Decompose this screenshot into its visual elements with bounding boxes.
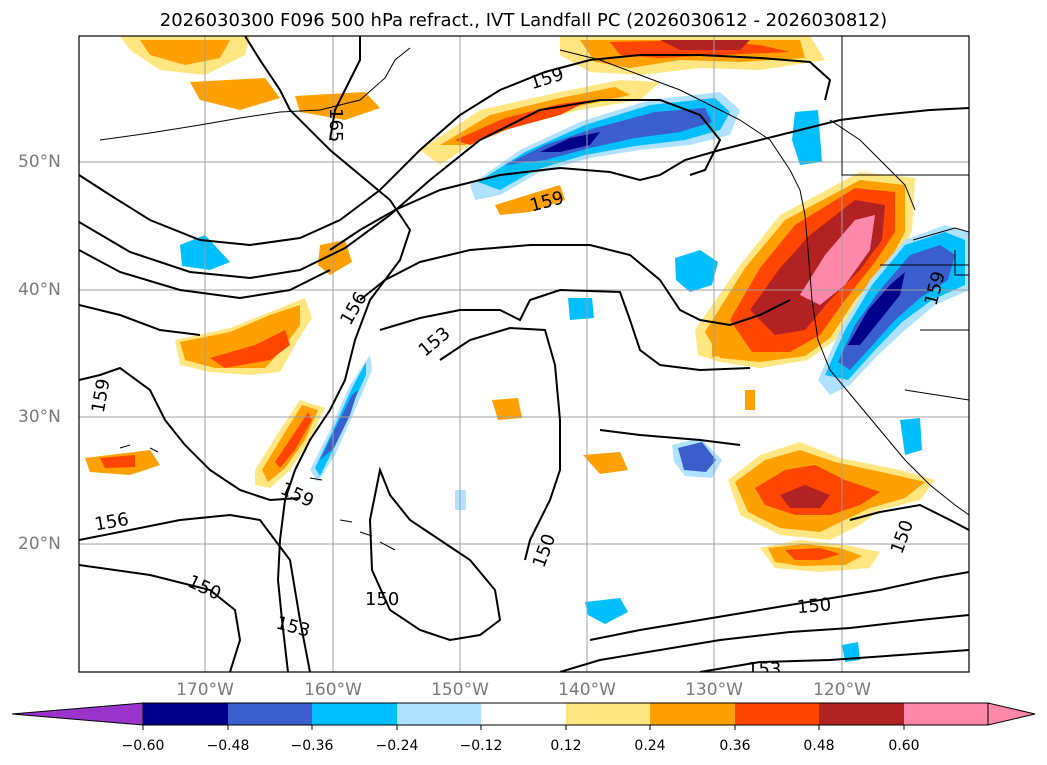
colorbar-tick-label: −0.12	[459, 738, 503, 754]
colorbar-max-extend	[987, 702, 1036, 726]
contour-label: 150	[529, 531, 560, 570]
colorbar-tick-label: 0.60	[888, 738, 920, 754]
colorbar-segment	[650, 703, 735, 725]
coastlines	[99, 36, 969, 551]
colorbar-tick-label: 0.24	[634, 738, 666, 754]
contour-label: 150	[365, 589, 399, 610]
lat-label: 20°N	[18, 534, 61, 554]
colorbar-tick-label: −0.24	[375, 738, 419, 754]
colorbar-tick-label: −0.36	[290, 738, 334, 754]
contour-label: 159	[528, 187, 567, 216]
contour-label: 159	[88, 377, 115, 414]
colorbar-segment	[228, 703, 312, 725]
colorbar-tick-label: 0.12	[550, 738, 582, 754]
map-title: 2026030300 F096 500 hPa refract., IVT La…	[159, 10, 888, 31]
colorbar-min-extend	[11, 702, 144, 726]
contour-label: 150	[184, 571, 224, 605]
contour-label: 159	[277, 478, 317, 512]
lon-label: 140°W	[558, 680, 616, 700]
lat-label: 30°N	[18, 407, 61, 427]
contour-label: 159	[527, 64, 566, 95]
lon-label: 120°W	[813, 680, 871, 700]
lat-label: 40°N	[18, 280, 61, 300]
colorbar-segment	[481, 703, 566, 725]
map-frame	[78, 35, 970, 673]
lat-label: 50°N	[18, 152, 61, 172]
colorbar-segment	[143, 703, 228, 725]
colorbar-segment	[397, 703, 481, 725]
colorbar-segment	[566, 703, 650, 725]
colorbar-segment	[904, 703, 988, 725]
colorbar	[11, 702, 1036, 730]
lon-label: 160°W	[304, 680, 362, 700]
colorbar-segment	[819, 703, 904, 725]
colorbar-segment	[312, 703, 397, 725]
colorbar-tick-label: 0.36	[719, 738, 751, 754]
contour-label: 153	[274, 613, 313, 642]
height-contours	[79, 36, 969, 672]
lon-label: 150°W	[431, 680, 489, 700]
colorbar-tick-label: −0.48	[206, 738, 250, 754]
contour-label: 165	[325, 108, 346, 142]
colorbar-tick-label: −0.60	[121, 738, 165, 754]
lon-label: 170°W	[176, 680, 234, 700]
contour-label: 150	[796, 594, 832, 618]
colorbar-tick-label: 0.48	[803, 738, 835, 754]
contour-label: 150	[887, 517, 918, 556]
lon-label: 130°W	[685, 680, 743, 700]
map-area: 165 159 159 156 153 159 159 156 150 150 …	[79, 36, 969, 680]
negative-anomaly-shading	[180, 92, 969, 662]
colorbar-segment	[735, 703, 819, 725]
contour-label: 153	[747, 659, 781, 680]
